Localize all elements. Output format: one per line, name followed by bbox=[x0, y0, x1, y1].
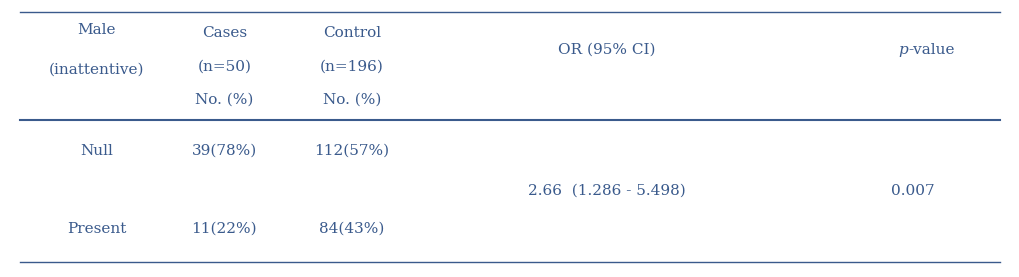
Text: 39(78%): 39(78%) bbox=[192, 144, 257, 158]
Text: 2.66  (1.286 - 5.498): 2.66 (1.286 - 5.498) bbox=[528, 184, 685, 198]
Text: No. (%): No. (%) bbox=[322, 93, 381, 107]
Text: Cases: Cases bbox=[202, 26, 247, 40]
Text: Null: Null bbox=[81, 144, 113, 158]
Text: (n=196): (n=196) bbox=[320, 60, 383, 73]
Text: Male: Male bbox=[77, 24, 116, 37]
Text: 11(22%): 11(22%) bbox=[192, 222, 257, 235]
Text: OR (95% CI): OR (95% CI) bbox=[557, 43, 655, 57]
Text: Present: Present bbox=[67, 222, 126, 235]
Text: Control: Control bbox=[323, 26, 380, 40]
Text: (inattentive): (inattentive) bbox=[49, 62, 145, 76]
Text: 0.007: 0.007 bbox=[891, 184, 933, 198]
Text: 112(57%): 112(57%) bbox=[314, 144, 389, 158]
Text: -value: -value bbox=[908, 43, 955, 57]
Text: (n=50): (n=50) bbox=[198, 60, 251, 73]
Text: No. (%): No. (%) bbox=[195, 93, 254, 107]
Text: 84(43%): 84(43%) bbox=[319, 222, 384, 235]
Text: p: p bbox=[897, 43, 907, 57]
